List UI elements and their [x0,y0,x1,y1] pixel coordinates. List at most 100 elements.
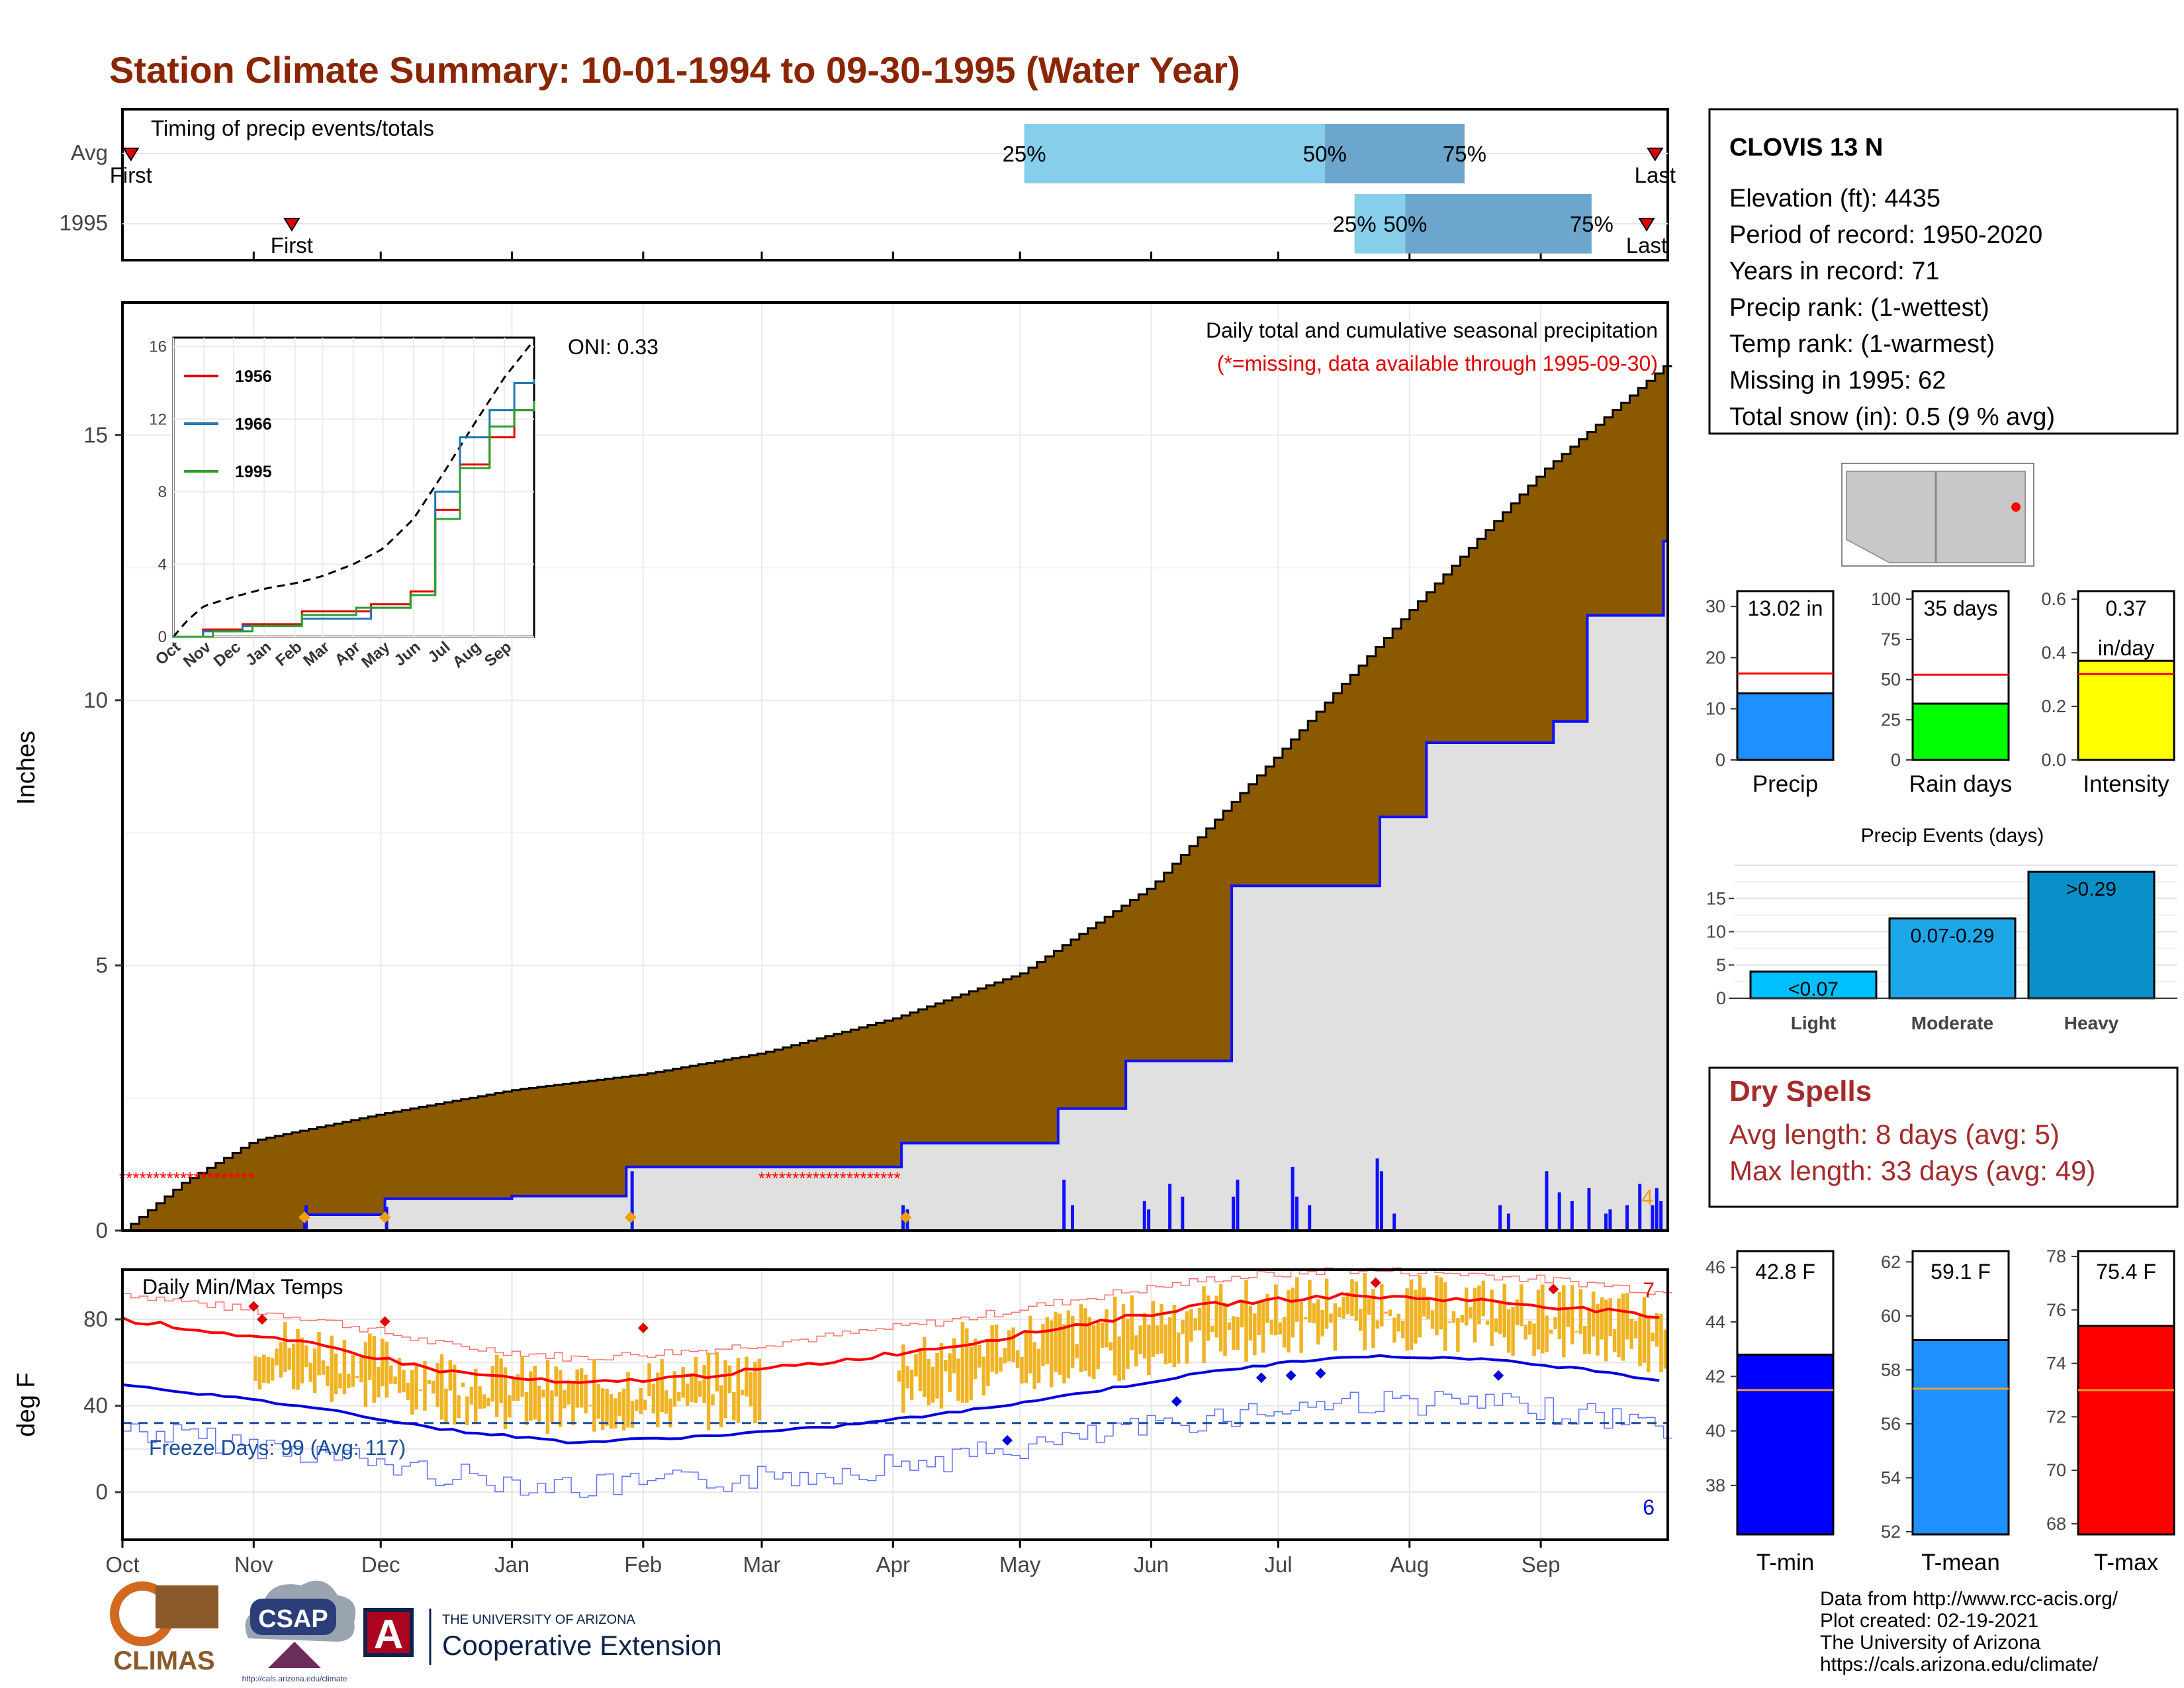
missing-data-marker-icon: * [207,1168,214,1188]
daily-temp-bar [1456,1318,1460,1352]
daily-precip-bar [1062,1180,1066,1231]
daily-temp-bar [1574,1331,1578,1333]
daily-precip-bar [1498,1205,1502,1231]
timing-bar-50-75-avg [1324,124,1465,183]
dry-spells-box: Dry Spells Avg length: 8 days (avg: 5) M… [1708,1066,2179,1208]
precip-event-marker-icon [899,1211,912,1223]
daily-temp-bar [482,1394,486,1409]
daily-temp-bar [1214,1295,1218,1338]
daily-temp-bar [698,1381,702,1397]
daily-temp-bar [435,1363,439,1407]
daily-temp-bar [1524,1325,1527,1340]
daily-temp-range-bars [253,1273,1668,1434]
average-min-temp-line [122,1354,1660,1444]
daily-temp-bar [567,1380,571,1405]
daily-temp-bar [1600,1297,1604,1340]
daily-temp-bar [457,1395,461,1419]
daily-temp-bar [300,1337,304,1383]
daily-temp-bar [1210,1325,1214,1333]
missing-data-marker-icon: * [894,1168,901,1188]
daily-temp-bar [1608,1298,1612,1336]
month-tick-nov: Nov [234,1552,273,1577]
month-tick-mar: Mar [743,1552,781,1577]
daily-temp-bar [592,1360,596,1432]
daily-temp-bar [402,1370,406,1393]
daily-temp-bar [342,1339,347,1395]
mini-bar-value-label: 35 days [1923,596,1997,620]
timing-quantile-label: 75% [1570,212,1614,236]
temp-bar-category-label: T-min [1756,1550,1815,1575]
mini-bar-category-label: Rain days [1909,771,2013,797]
daily-temp-bar [1121,1304,1126,1380]
daily-temp-bar [668,1398,672,1428]
daily-temp-bar [1426,1296,1430,1319]
daily-temp-bar [393,1376,397,1385]
missing-data-marker-icon: * [126,1168,132,1188]
events-bar-label: 0.07-0.29 [1911,925,1995,947]
temp-ytick-label: 40 [83,1393,108,1418]
daily-temp-bar [448,1360,453,1391]
last-event-label: Last [1626,233,1667,258]
climas-emblem-icon [156,1585,218,1628]
daily-temp-bar [326,1366,330,1386]
daily-temp-bar [520,1356,524,1397]
events-bar-label: >0.29 [2066,878,2116,900]
daily-precip-bar [1625,1205,1629,1231]
daily-temp-bar [706,1352,711,1430]
last-event-label: Last [1635,163,1676,187]
daily-temp-bar [643,1399,647,1411]
daily-temp-bar [1197,1307,1202,1331]
daily-temp-bar [1612,1329,1617,1352]
missing-data-marker-icon: * [887,1168,893,1188]
daily-temp-bar [406,1382,410,1400]
month-tick-aug: Aug [1390,1552,1429,1577]
daily-temp-bar [609,1394,614,1429]
daily-temp-bar [516,1374,520,1401]
daily-temp-bar [439,1354,444,1420]
daily-temp-bar [1278,1322,1282,1335]
timing-quantile-label: 50% [1383,212,1427,236]
month-tick-feb: Feb [624,1552,662,1577]
daily-temp-bar [1400,1321,1405,1338]
daily-temp-bar [1604,1299,1608,1362]
month-tick-apr: Apr [876,1552,910,1577]
daily-temp-bar [418,1389,423,1391]
daily-temp-bar [1502,1284,1507,1338]
daily-temp-bar [1409,1279,1414,1350]
mini-bar-ytick-label: 0.2 [2041,696,2066,716]
missing-data-marker-icon: * [248,1168,254,1188]
daily-temp-bar [723,1360,727,1419]
first-event-label: First [271,233,313,258]
daily-temp-bar [1359,1309,1363,1331]
daily-temp-bar [1469,1307,1473,1319]
temp-bar-value [1736,1353,1835,1536]
inset-average-line [172,340,535,637]
daily-temp-bar [1392,1317,1396,1343]
daily-temp-bar [1091,1325,1096,1380]
daily-temp-bar [1024,1330,1028,1383]
daily-temp-bar [986,1339,990,1386]
csap-mountain-icon [268,1642,321,1668]
daily-temp-bar [1541,1284,1545,1354]
daily-temp-bar [621,1388,626,1431]
daily-temp-bar [905,1366,909,1389]
precip-ytick-label: 5 [96,953,108,977]
daily-precip-bar [1608,1209,1612,1231]
missing-data-marker-icon: * [806,1168,813,1188]
daily-temp-bar [1642,1297,1647,1363]
daily-temp-bar [1240,1301,1244,1328]
daily-temp-bar [1422,1288,1426,1317]
daily-temp-bar [745,1356,749,1397]
daily-temp-bar [1651,1333,1655,1342]
mini-bar-intensity: 0.0 0.2 0.4 0.6 0.37 in/day Intensity [2041,589,2175,797]
daily-temp-bar [478,1386,482,1409]
daily-temp-bar [1083,1308,1087,1371]
temp-bar-ytick-label: 58 [1881,1360,1901,1380]
daily-temp-bar [533,1366,537,1420]
mini-bar-ytick-label: 30 [1706,596,1725,616]
daily-temp-bar [757,1358,762,1421]
daily-temp-bar [1638,1315,1642,1366]
temp-bar-ytick-label: 70 [2046,1460,2066,1480]
credit-plot-created: Plot created: 02-19-2021 [1820,1610,2038,1632]
month-tick-jan: Jan [494,1552,529,1577]
